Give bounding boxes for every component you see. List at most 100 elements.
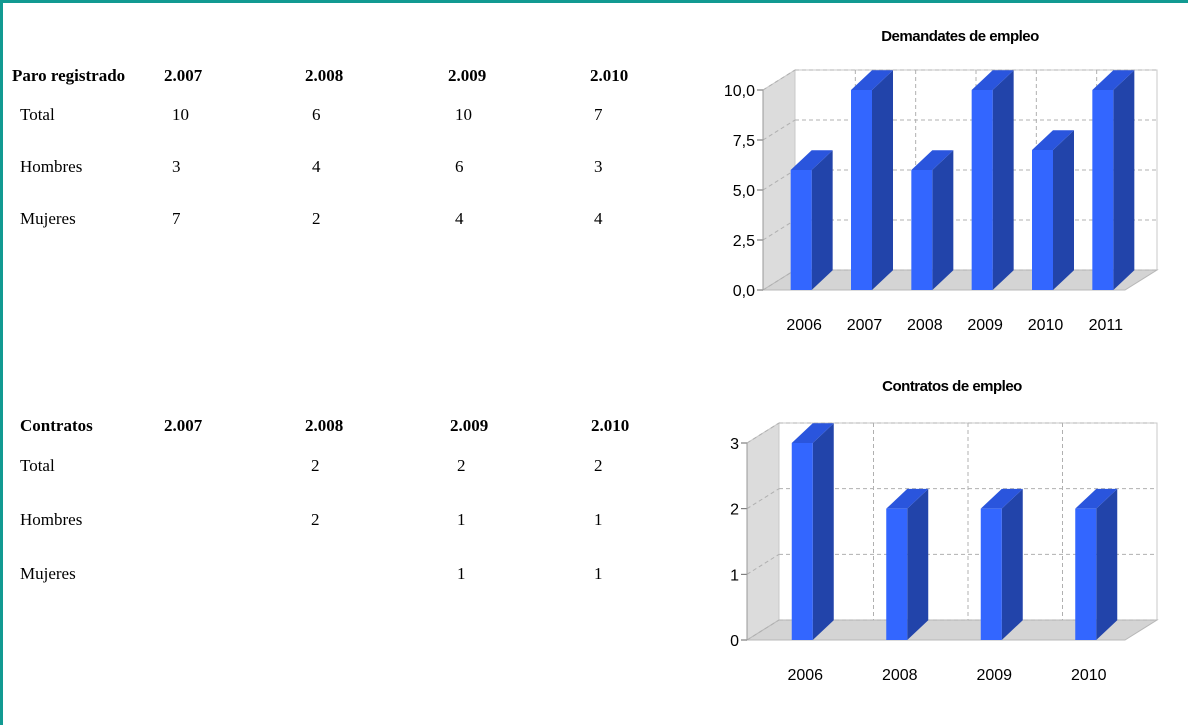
contratos-chart: Contratos de empleo 0 1 2 3 2006 2008 2009 2010: [730, 378, 1159, 684]
x-tick-label: 2006: [787, 667, 823, 684]
bar-front: [791, 443, 813, 640]
y-tick-label: 10,0: [724, 83, 755, 100]
x-tick-label: 2011: [1089, 317, 1124, 334]
x-tick-label: 2008: [882, 667, 918, 684]
bar-side: [932, 150, 954, 290]
table-cell: 4: [312, 157, 321, 176]
chart-title: Demandates de empleo: [881, 28, 1039, 45]
table-header-cell: 2.009: [448, 66, 487, 85]
y-tick-label: 3: [730, 436, 739, 453]
paro-registrado-table: Paro registrado 2.007 2.008 2.009 2.010 …: [12, 63, 650, 245]
x-tick-label: 2006: [786, 317, 822, 334]
bar-top: [1075, 488, 1118, 509]
bar-side: [812, 423, 834, 640]
bar-side: [1053, 130, 1074, 290]
table-cell: 6: [312, 105, 321, 124]
row-label: Hombres: [20, 157, 83, 176]
grid-line: [762, 269, 796, 291]
bar: [1092, 70, 1135, 290]
bar-top: [971, 70, 1014, 90]
table-cell: 1: [457, 564, 466, 583]
row-label: Mujeres: [20, 209, 76, 228]
bar-side: [1113, 70, 1135, 290]
table-row: Total 10 6 10 7: [12, 89, 650, 141]
frame-left-border: [0, 0, 3, 725]
bar-top: [791, 423, 834, 443]
bar: [911, 150, 954, 290]
y-tick-label: 0,0: [733, 283, 755, 300]
bar-top: [851, 70, 893, 90]
bar-front: [886, 508, 908, 640]
table-cell: 1: [594, 510, 603, 529]
grid-line: [746, 422, 780, 444]
bar-side: [1096, 488, 1118, 640]
bar-front: [980, 508, 1002, 640]
table-cell: 1: [594, 564, 603, 583]
table-cell: 10: [172, 105, 189, 124]
table-cell: 4: [594, 209, 603, 228]
x-tick-label: 2007: [847, 317, 883, 334]
bar-front: [1032, 150, 1053, 290]
table-cell: 7: [172, 209, 181, 228]
y-tick-label: 7,5: [733, 133, 755, 150]
chart-side-wall: [762, 69, 796, 291]
table-cell: 2: [311, 510, 320, 529]
bar: [790, 150, 833, 290]
bar: [971, 70, 1014, 290]
grid-line: [762, 119, 796, 141]
table-header-cell: 2.007: [164, 416, 203, 435]
table-header-row: Contratos 2.007 2.008 2.009 2.010: [20, 413, 651, 439]
bar-top: [886, 488, 929, 509]
x-tick-label: 2009: [976, 667, 1012, 684]
table-cell: 2: [594, 456, 603, 475]
table-cell: 6: [455, 157, 464, 176]
bar-top: [980, 488, 1023, 509]
y-tick-label: 5,0: [733, 183, 755, 200]
table-row: Hombres 2 1 1: [20, 493, 651, 547]
bar-top: [790, 150, 833, 170]
bar-side: [907, 488, 929, 640]
row-label: Mujeres: [20, 564, 76, 583]
bar: [1075, 488, 1118, 640]
x-tick-label: 2010: [1028, 317, 1064, 334]
grid-line: [746, 553, 780, 575]
table-row: Mujeres 7 2 4 4: [12, 193, 650, 245]
bar-front: [1075, 508, 1097, 640]
table-cell: 2: [311, 456, 320, 475]
table-cell: 3: [594, 157, 603, 176]
grid-line: [762, 219, 796, 241]
table-cell: 2: [312, 209, 321, 228]
row-label: Total: [20, 105, 55, 124]
table-cell: 10: [455, 105, 472, 124]
bar: [980, 488, 1023, 640]
frame-top-border: [0, 0, 1188, 3]
bar-top: [911, 150, 954, 170]
table-cell: [164, 439, 305, 493]
table-header-cell: Contratos: [20, 416, 93, 435]
bar-side: [992, 70, 1014, 290]
table-cell: 2: [457, 456, 466, 475]
table-header-cell: 2.010: [591, 416, 630, 435]
bar: [851, 70, 893, 290]
row-label: Hombres: [20, 510, 83, 529]
table-header-cell: 2.007: [164, 66, 203, 85]
bar-side: [811, 150, 833, 290]
bar-top: [1032, 130, 1074, 150]
table-cell: [164, 547, 305, 601]
table-cell: [164, 493, 305, 547]
y-tick-label: 0: [730, 633, 739, 650]
table-cell: 4: [455, 209, 464, 228]
grid-line: [746, 488, 780, 510]
bar-front: [790, 170, 812, 290]
bar: [886, 488, 929, 640]
bar-front: [1092, 90, 1114, 290]
table-header-cell: Paro registrado: [12, 66, 126, 85]
y-tick-label: 2,5: [733, 233, 755, 250]
table-row: Hombres 3 4 6 3: [12, 141, 650, 193]
contratos-table: Contratos 2.007 2.008 2.009 2.010 Total …: [20, 413, 651, 601]
bar: [791, 423, 834, 640]
chart-title: Contratos de empleo: [882, 378, 1022, 395]
bar-top: [1092, 70, 1135, 90]
chart-side-wall: [746, 422, 780, 641]
bar-side: [872, 70, 893, 290]
